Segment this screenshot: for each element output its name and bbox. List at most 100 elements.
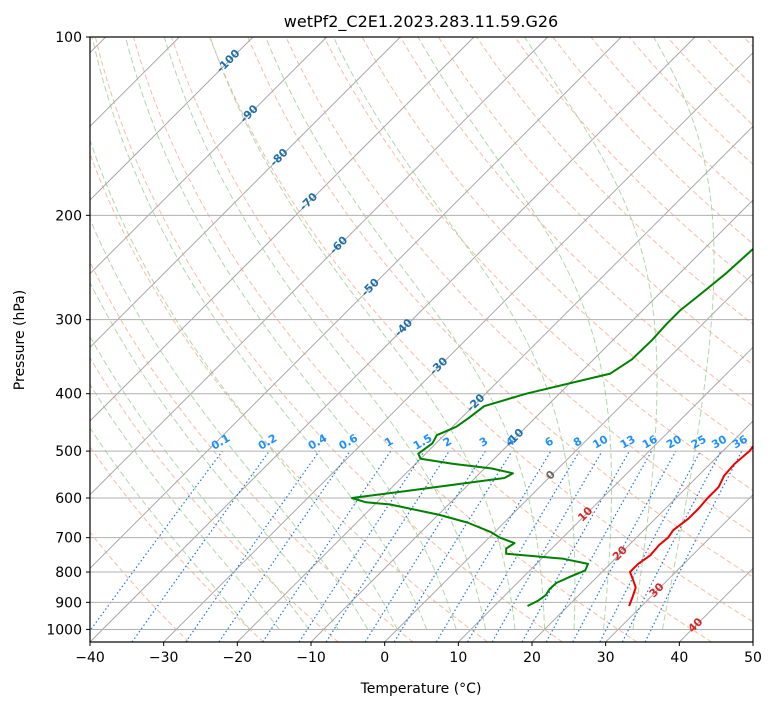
y-tick-label: 400 <box>55 387 82 403</box>
mixing-ratio-line <box>131 450 270 642</box>
x-tick-label: 20 <box>523 650 541 666</box>
y-tick-label: 900 <box>55 595 82 611</box>
isotherm-line <box>531 420 753 642</box>
dry-adiabat <box>704 37 753 87</box>
mixing-ratio-label: 20 <box>664 432 684 451</box>
y-tick-label: 500 <box>55 444 82 460</box>
mixing-ratio-label: 0.4 <box>306 431 330 452</box>
mixing-ratio-label: 1 <box>382 435 395 450</box>
y-tick-label: 200 <box>55 208 82 224</box>
moist-adiabat <box>265 37 546 630</box>
mixing-ratio-label: 1.5 <box>411 432 434 453</box>
mixing-ratio-line <box>545 450 653 642</box>
dry-adiabat <box>399 37 753 407</box>
mixing-ratio-label: 36 <box>730 432 750 451</box>
mixing-ratio-line <box>185 450 320 642</box>
moist-adiabat <box>524 37 658 630</box>
mixing-ratio-label: 2 <box>441 435 454 450</box>
dry-adiabat <box>552 37 753 245</box>
isotherm-line <box>384 272 753 642</box>
isotherm-line <box>90 37 475 422</box>
x-axis-ticks: −40 −30 −20 −10 0 10 20 30 40 50 <box>75 642 762 666</box>
x-tick-label: 50 <box>744 650 762 666</box>
x-axis-label: Temperature (°C) <box>360 681 482 697</box>
isotherm-line <box>90 37 401 349</box>
y-tick-label: 800 <box>55 565 82 581</box>
dry-adiabat <box>743 37 753 48</box>
dry-adiabat <box>247 37 753 578</box>
mixing-ratio-label: 3 <box>477 435 490 450</box>
dry-adiabat <box>90 356 339 642</box>
dry-adiabat <box>285 37 753 535</box>
pressure-gridlines <box>90 37 753 630</box>
moist-adiabat <box>91 37 428 630</box>
dry-adiabat <box>437 37 753 366</box>
plot-frame <box>89 36 754 643</box>
mixing-ratio-label: 0.1 <box>209 432 232 453</box>
dewpoint-profile-line <box>350 247 753 607</box>
isotherm-label: -60 <box>327 233 350 256</box>
moist-adiabat <box>90 217 369 630</box>
mixing-ratio-label: 6 <box>543 434 556 449</box>
dry-adiabat <box>90 446 264 642</box>
mixing-ratio-label: 8 <box>571 435 584 450</box>
temperature-profile-line <box>628 444 753 607</box>
isotherm-line <box>605 493 753 642</box>
moist-adiabat <box>163 37 487 630</box>
mixing-ratio-label: 30 <box>709 432 729 451</box>
mixing-ratio-line <box>218 450 351 642</box>
y-tick-label: 100 <box>55 30 82 46</box>
mixing-ratio-label: 10 <box>590 432 610 451</box>
isotherm-label: -80 <box>267 146 290 169</box>
dry-adiabat <box>666 37 753 126</box>
mixing-ratio-label: 25 <box>689 433 709 452</box>
dry-adiabat <box>90 531 190 642</box>
background-lines <box>90 37 753 642</box>
mixing-ratio-line <box>572 450 677 642</box>
x-tick-label: 40 <box>670 650 688 666</box>
x-tick-label: 10 <box>449 650 467 666</box>
y-tick-label: 1000 <box>46 622 82 638</box>
isotherm-label: 0 <box>543 468 558 483</box>
y-tick-label: 700 <box>55 531 82 547</box>
moist-adiabat <box>90 383 280 630</box>
dry-adiabat <box>90 260 414 642</box>
mixing-ratio-line <box>621 450 722 642</box>
dry-adiabat <box>514 37 753 285</box>
mixing-ratio-line <box>644 450 743 642</box>
isotherm-line <box>90 37 622 570</box>
mixing-ratio-line <box>393 450 513 642</box>
moist-adiabat <box>332 37 576 630</box>
isotherm-line <box>90 37 549 496</box>
dry-adiabat <box>90 152 488 642</box>
x-tick-label: −40 <box>75 650 105 666</box>
chart-title: wetPf2_C2E1.2023.283.11.59.G26 <box>284 12 558 32</box>
isotherm-line <box>678 567 753 642</box>
dry-adiabat <box>361 37 753 449</box>
isotherm-line <box>752 641 753 642</box>
isotherm-line <box>457 346 753 642</box>
dry-adiabat <box>171 37 712 642</box>
dry-adiabat <box>94 37 563 642</box>
mixing-ratio-line <box>325 450 450 642</box>
isotherm-label: 30 <box>647 580 667 600</box>
y-tick-label: 600 <box>55 491 82 507</box>
profile-lines <box>350 247 753 607</box>
y-axis-label: Pressure (hPa) <box>12 290 28 390</box>
mixing-ratio-line <box>90 450 223 632</box>
y-tick-label: 300 <box>55 313 82 329</box>
mixing-ratio-line <box>298 450 425 642</box>
mixing-ratio-line <box>262 450 392 642</box>
y-axis-ticks: 100 200 300 400 500 600 700 800 900 1000 <box>46 30 90 638</box>
x-tick-label: 30 <box>597 650 615 666</box>
isotherm-line <box>90 37 254 201</box>
dry-adiabat <box>132 37 638 642</box>
moist-adiabat <box>90 427 251 630</box>
x-tick-label: −30 <box>149 650 179 666</box>
x-tick-label: −10 <box>296 650 326 666</box>
moist-adiabat <box>90 138 398 630</box>
dry-adiabat <box>323 37 753 491</box>
dry-adiabat <box>209 37 753 623</box>
isotherm-line <box>310 199 753 642</box>
